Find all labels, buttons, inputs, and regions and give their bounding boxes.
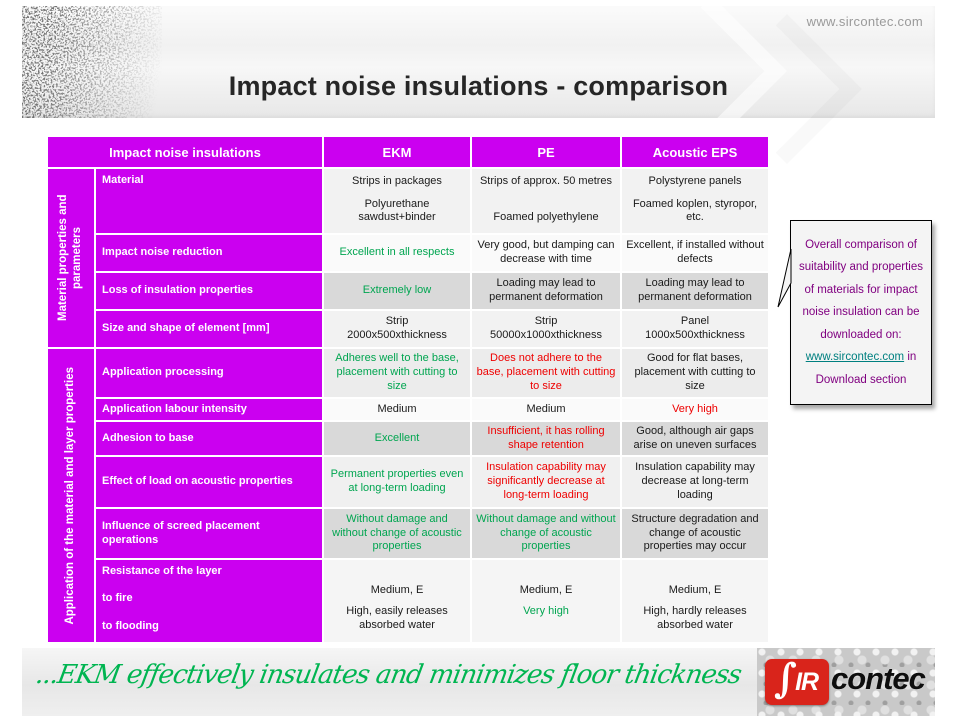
table-cell: Does not adhere to the base, placement w… <box>472 349 620 397</box>
row-label: Resistance of the layer to fire to flood… <box>96 560 322 642</box>
sir-logo-badge: ∫ IR <box>765 659 829 705</box>
footer-band: ...EKM effectively insulates and minimiz… <box>22 648 935 716</box>
table-cell: Excellent <box>324 422 470 455</box>
row-label: Size and shape of element [mm] <box>96 311 322 347</box>
table-cell: Very high <box>622 399 768 420</box>
table-cell: Insufficient, it has rolling shape reten… <box>472 422 620 455</box>
logo-s-glyph: ∫ <box>773 655 798 702</box>
row-label: Influence of screed placement operations <box>96 509 322 558</box>
table-cell: Adheres well to the base, placement with… <box>324 349 470 397</box>
table-cell: Good for flat bases, placement with cutt… <box>622 349 768 397</box>
table-cell: Polystyrene panels Foamed koplen, styrop… <box>622 169 768 233</box>
logo-wordmark: contec <box>831 661 926 696</box>
col-header-ekm: EKM <box>324 137 470 167</box>
table-cell: Insulation capability may significantly … <box>472 457 620 507</box>
comparison-table: Impact noise insulations EKM PE Acoustic… <box>48 137 768 642</box>
group-label-application-properties: Application of the material and layer pr… <box>48 349 94 642</box>
row-label: Application processing <box>96 349 322 397</box>
table-cell: Loading may lead to permanent deformatio… <box>622 273 768 309</box>
group-label-material-properties: Material properties and parameters <box>48 169 94 347</box>
header-band: www.sircontec.com Impact noise insulatio… <box>22 0 935 146</box>
slogan-text: ...EKM effectively insulates and minimiz… <box>33 660 744 690</box>
table-cell: Medium <box>324 399 470 420</box>
table-cell: Insulation capability may decrease at lo… <box>622 457 768 507</box>
callout-tail <box>777 248 792 308</box>
table-cell: Structure degradation and change of acou… <box>622 509 768 558</box>
row-label: Loss of insulation properties <box>96 273 322 309</box>
table-cell: Medium, E High, easily releases absorbed… <box>324 560 470 642</box>
page-title: Impact noise insulations - comparison <box>228 71 729 101</box>
row-label: Material <box>96 169 322 233</box>
table-cell: Excellent, if installed without defects <box>622 235 768 271</box>
table-cell: Strip 50000x1000xthickness <box>472 311 620 347</box>
row-label: Application labour intensity <box>96 399 322 420</box>
col-header-pe: PE <box>472 137 620 167</box>
table-cell: Without damage and without change of aco… <box>472 509 620 558</box>
table-cell: Medium, E Very high <box>472 560 620 642</box>
download-callout: Overall comparison of suitability and pr… <box>777 220 932 405</box>
foam-texture <box>22 6 162 118</box>
table-cell: Strips of approx. 50 metres Foamed polye… <box>472 169 620 233</box>
table-cell: Loading may lead to permanent deformatio… <box>472 273 620 309</box>
corner-header: Impact noise insulations <box>48 137 322 167</box>
table-cell: Medium, E High, hardly releases absorbed… <box>622 560 768 642</box>
table-cell: Very good, but damping can decrease with… <box>472 235 620 271</box>
table-cell: Permanent properties even at long-term l… <box>324 457 470 507</box>
table-cell: Good, although air gaps arise on uneven … <box>622 422 768 455</box>
site-url: www.sircontec.com <box>806 14 923 29</box>
sircontec-logo: ∫ IR contec <box>757 648 935 716</box>
callout-text: Overall comparison of suitability and pr… <box>798 239 923 386</box>
col-header-eps: Acoustic EPS <box>622 137 768 167</box>
table-cell: Strip 2000x500xthickness <box>324 311 470 347</box>
table-cell: Extremely low <box>324 273 470 309</box>
table-cell: Strips in packages Polyurethane sawdust+… <box>324 169 470 233</box>
table-cell: Panel 1000x500xthickness <box>622 311 768 347</box>
row-label: Adhesion to base <box>96 422 322 455</box>
row-label: Impact noise reduction <box>96 235 322 271</box>
table-cell: Medium <box>472 399 620 420</box>
table-cell: Without damage and without change of aco… <box>324 509 470 558</box>
row-label: Effect of load on acoustic properties <box>96 457 322 507</box>
table-cell: Excellent in all respects <box>324 235 470 271</box>
sircontec-link[interactable]: www.sircontec.com <box>805 351 905 364</box>
